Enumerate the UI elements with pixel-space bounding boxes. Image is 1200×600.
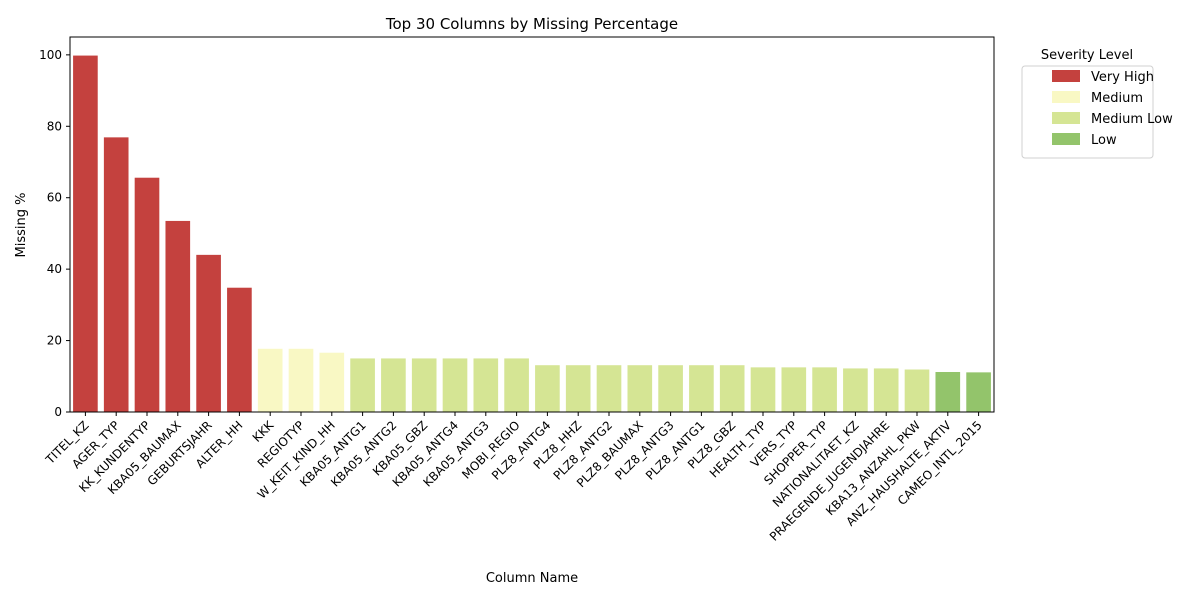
bar-kba05-gbz (411, 358, 437, 412)
bar-geburtsjahr (196, 254, 221, 412)
bar-titel-kz (73, 55, 98, 412)
y-tick-label: 80 (47, 119, 62, 133)
bar-kba13-anzahl-pkw (904, 369, 930, 412)
bar-praegende-jugendjahre (873, 368, 899, 412)
bar-plz8-antg3 (658, 365, 683, 412)
bar-anz-haushalte-aktiv (935, 372, 961, 412)
bar-kba05-baumax (165, 220, 191, 412)
bar-w-keit-kind-hh (319, 352, 345, 412)
x-axis-label: Column Name (486, 571, 578, 586)
y-tick-label: 20 (47, 334, 62, 348)
bar-kba05-antg2 (381, 358, 406, 412)
legend-label: Low (1091, 133, 1117, 148)
y-axis: 0 20 40 60 80 100 (39, 48, 70, 419)
y-tick-label: 0 (54, 405, 62, 419)
legend: Severity Level Very High Medium Medium Low… (1021, 48, 1173, 159)
legend-swatch-low (1052, 133, 1080, 145)
bar-plz8-baumax (627, 365, 653, 412)
bar-nationalitaet-kz (843, 368, 868, 412)
legend-title: Severity Level (1041, 48, 1133, 63)
bar-ager-typ (103, 137, 129, 413)
legend-swatch-very-high (1052, 70, 1080, 82)
bar-alter-hh (227, 287, 252, 412)
bar-kba05-antg3 (473, 358, 499, 412)
bar-kba05-antg1 (350, 358, 375, 412)
y-axis-label: Missing % (14, 193, 29, 258)
bar-plz8-antg4 (535, 365, 560, 412)
bar-cameo-intl-2015 (966, 372, 991, 412)
bar-regiotyp (288, 348, 314, 412)
legend-swatch-medium-low (1052, 112, 1080, 124)
bar-kkk (257, 348, 283, 412)
legend-label: Medium (1091, 91, 1143, 106)
y-tick-label: 60 (47, 191, 62, 205)
bar-kba05-antg4 (442, 358, 468, 412)
bar-plz8-gbz (719, 365, 745, 412)
y-tick-label: 100 (39, 48, 62, 62)
plot-frame (69, 36, 995, 413)
x-axis: TITEL_KZAGER_TYPKK_KUNDENTYPKBA05_BAUMAX… (42, 412, 985, 544)
chart-title: Top 30 Columns by Missing Percentage (385, 15, 678, 33)
y-tick-label: 40 (47, 262, 62, 276)
bar-plz8-hhz (565, 365, 591, 412)
bar-kk-kundentyp (134, 177, 160, 412)
legend-label: Very High (1091, 70, 1154, 85)
bar-vers-typ (781, 367, 807, 412)
legend-swatch-medium (1052, 91, 1080, 103)
bar-health-typ (750, 367, 776, 412)
bars-group (73, 55, 991, 413)
legend-label: Medium Low (1091, 112, 1173, 127)
bar-plz8-antg2 (596, 365, 622, 412)
bar-plz8-antg1 (689, 365, 714, 412)
bar-shopper-typ (812, 367, 837, 412)
bar-mobi-regio (504, 358, 529, 412)
x-tick-label: KKK (250, 417, 277, 444)
